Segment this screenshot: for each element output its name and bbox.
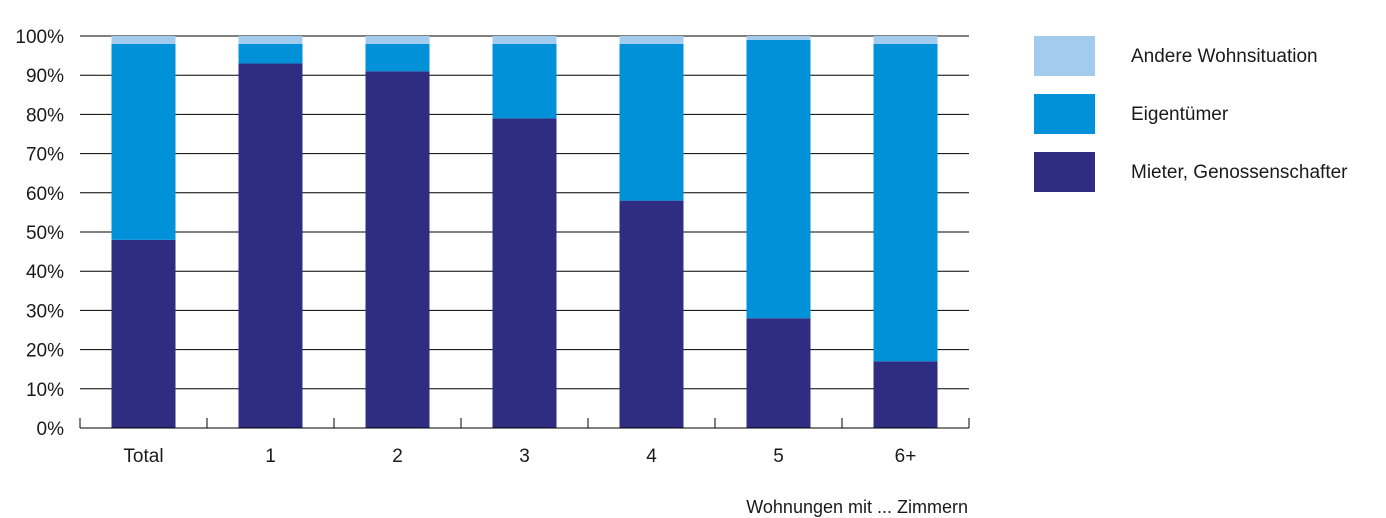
legend-label-mieter: Mieter, Genossenschafter bbox=[1131, 162, 1348, 183]
bar-segment-mieter bbox=[746, 318, 811, 428]
legend-item-eigentuemer: Eigentümer bbox=[1034, 94, 1386, 134]
x-axis-tick-labels: Total 1 2 3 4 5 6+ bbox=[123, 446, 916, 467]
legend-swatch-andere bbox=[1034, 36, 1095, 76]
y-tick-label: 10% bbox=[26, 380, 64, 401]
y-tick-label: 20% bbox=[26, 341, 64, 362]
x-tick-label: 2 bbox=[392, 446, 403, 467]
y-axis-tick-labels: 0% 10% 20% 30% 40% 50% 60% 70% 80% 90% 100% bbox=[15, 27, 64, 440]
x-axis-title: Wohnungen mit ... Zimmern bbox=[746, 497, 968, 517]
y-tick-label: 40% bbox=[26, 262, 64, 283]
legend-swatch-mieter bbox=[1034, 152, 1095, 192]
bar-segment-mieter bbox=[238, 63, 303, 428]
y-tick-label: 50% bbox=[26, 223, 64, 244]
x-tick-label: 6+ bbox=[895, 446, 917, 467]
bar-segment-mieter bbox=[111, 239, 176, 428]
x-tick-label: 5 bbox=[773, 446, 784, 467]
x-tick-label: 4 bbox=[646, 446, 657, 467]
bar-segment-andere bbox=[873, 36, 938, 44]
bar-segment-mieter bbox=[492, 118, 557, 428]
y-tick-label: 80% bbox=[26, 105, 64, 126]
y-tick-label: 90% bbox=[26, 66, 64, 87]
bar-segment-eigentuemer bbox=[238, 43, 303, 64]
legend-swatch-eigentuemer bbox=[1034, 94, 1095, 134]
bar-segment-eigentuemer bbox=[619, 43, 684, 201]
bar-segment-mieter bbox=[619, 200, 684, 428]
legend-item-mieter: Mieter, Genossenschafter bbox=[1034, 152, 1386, 192]
bar-segment-mieter bbox=[365, 71, 430, 428]
bar-segment-andere bbox=[492, 36, 557, 44]
y-tick-label: 70% bbox=[26, 145, 64, 166]
bar-segment-andere bbox=[111, 36, 176, 44]
x-tick-label: 3 bbox=[519, 446, 530, 467]
y-tick-label: 0% bbox=[37, 419, 65, 440]
bar-segment-andere bbox=[238, 36, 303, 44]
y-tick-label: 30% bbox=[26, 301, 64, 322]
x-axis bbox=[79, 418, 970, 429]
x-tick-label: Total bbox=[123, 446, 163, 467]
bar-segment-andere bbox=[746, 36, 811, 40]
bar-segment-eigentuemer bbox=[746, 39, 811, 319]
bar-segment-andere bbox=[619, 36, 684, 44]
legend: Andere Wohnsituation Eigentümer Mieter, … bbox=[1034, 36, 1386, 210]
y-tick-label: 100% bbox=[15, 27, 64, 48]
bar-segment-mieter bbox=[873, 361, 938, 428]
bar-segment-eigentuemer bbox=[365, 43, 430, 72]
bar-segment-eigentuemer bbox=[873, 43, 938, 362]
x-tick-label: 1 bbox=[265, 446, 276, 467]
bar-segment-eigentuemer bbox=[492, 43, 557, 119]
bar-segment-eigentuemer bbox=[111, 43, 176, 240]
bar-segment-andere bbox=[365, 36, 430, 44]
bar-stacks bbox=[111, 36, 938, 428]
stacked-bar-chart: 0% 10% 20% 30% 40% 50% 60% 70% 80% 90% 100% Total 1… bbox=[15, 27, 970, 467]
y-tick-label: 60% bbox=[26, 184, 64, 205]
legend-label-andere: Andere Wohnsituation bbox=[1131, 46, 1318, 67]
legend-label-eigentuemer: Eigentümer bbox=[1131, 104, 1229, 125]
legend-item-andere: Andere Wohnsituation bbox=[1034, 36, 1386, 76]
